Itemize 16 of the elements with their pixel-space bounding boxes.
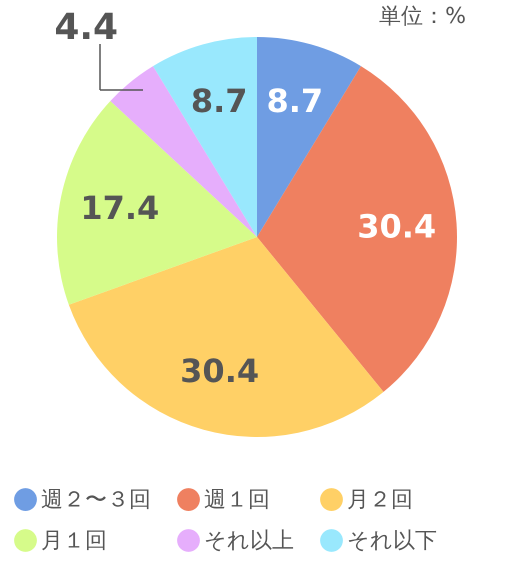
text: 単位：% bbox=[379, 4, 466, 29]
legend-label: それ以下 bbox=[347, 528, 437, 554]
legend-label: それ以上 bbox=[204, 528, 294, 554]
pie-slice bbox=[257, 66, 457, 392]
data-label: 4.4 bbox=[54, 6, 118, 48]
pie-slice bbox=[68, 237, 384, 437]
legend-label: 週１回 bbox=[204, 488, 270, 513]
legend-label: 月２回 bbox=[347, 488, 413, 513]
data-label: 17.4 bbox=[80, 189, 160, 228]
legend-label: 週２〜３回 bbox=[41, 488, 151, 513]
pie-slice bbox=[257, 37, 361, 237]
data-label: 8.7 bbox=[190, 82, 248, 120]
data-label: 30.4 bbox=[357, 207, 436, 246]
data-label: 30.4 bbox=[180, 352, 260, 390]
data-label: 8.7 bbox=[266, 82, 324, 120]
legend-label: 月１回 bbox=[41, 528, 107, 554]
